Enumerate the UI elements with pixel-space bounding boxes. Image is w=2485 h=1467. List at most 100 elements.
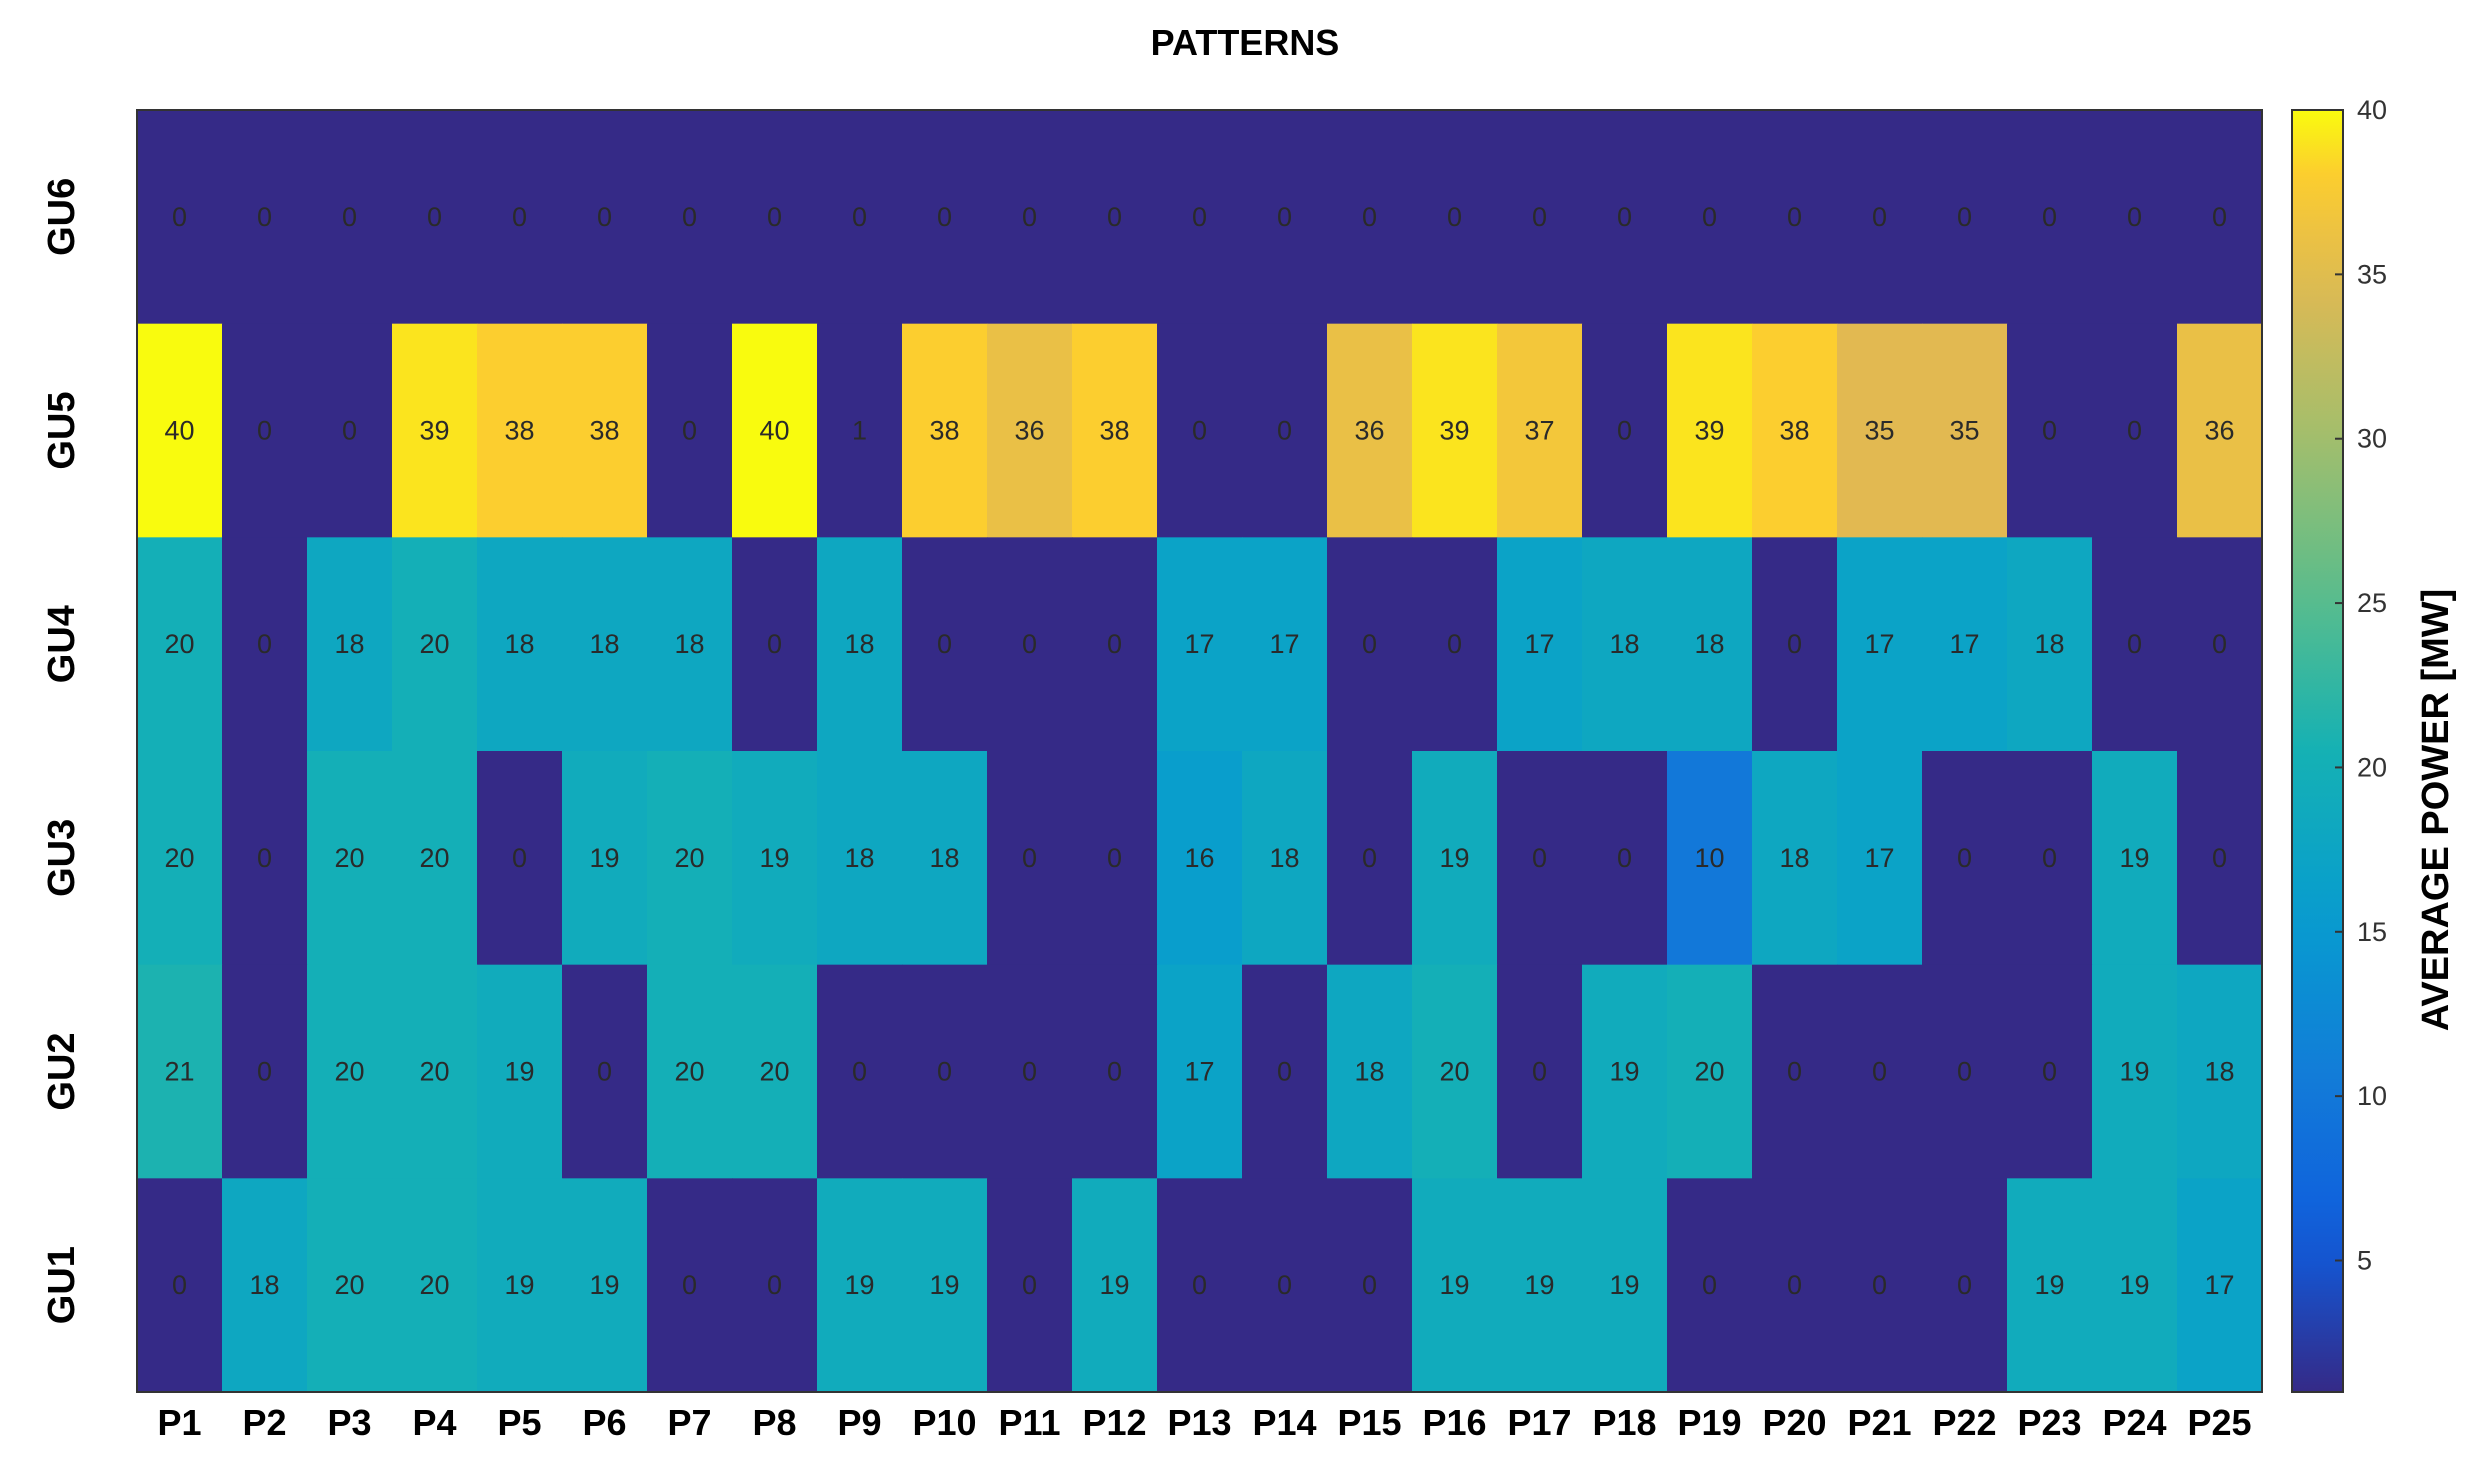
cell-value-label: 19: [1609, 1270, 1639, 1300]
heatmap-cell: [1922, 751, 2008, 966]
heatmap-cell: [477, 964, 563, 1179]
heatmap-cell: [1242, 110, 1328, 325]
heatmap-cell: [1072, 110, 1158, 325]
cell-value-label: 0: [1957, 1270, 1972, 1300]
heatmap-cell: [1922, 110, 2008, 325]
heatmap-cell: [1157, 537, 1243, 752]
heatmap-cell: [1072, 751, 1158, 966]
heatmap-cell: [1667, 110, 1753, 325]
cell-value-label: 0: [1957, 202, 1972, 232]
cell-value-label: 0: [1617, 416, 1632, 446]
heatmap-cell: [1667, 323, 1753, 538]
heatmap-cell: [1752, 1178, 1838, 1393]
heatmap-cell: [1242, 323, 1328, 538]
cell-value-label: 20: [164, 843, 194, 873]
heatmap-cell: [2092, 964, 2178, 1179]
cell-value-label: 0: [1022, 202, 1037, 232]
cell-value-label: 0: [257, 416, 272, 446]
heatmap-cell: [732, 537, 818, 752]
heatmap-cell: [987, 964, 1073, 1179]
heatmap-cell: [1072, 537, 1158, 752]
cell-value-label: 39: [1439, 416, 1469, 446]
cell-value-label: 0: [937, 1057, 952, 1087]
cell-value-label: 0: [937, 202, 952, 232]
cell-value-label: 0: [1787, 202, 1802, 232]
cell-value-label: 19: [1439, 843, 1469, 873]
cell-value-label: 17: [1269, 629, 1299, 659]
cell-value-label: 19: [2034, 1270, 2064, 1300]
heatmap-cell: [222, 110, 308, 325]
heatmap-cell: [1667, 964, 1753, 1179]
heatmap-cell: [647, 323, 733, 538]
heatmap-cell: [307, 964, 393, 1179]
cell-value-label: 0: [342, 416, 357, 446]
heatmap-cell: [392, 110, 478, 325]
x-tick-label: P6: [582, 1402, 626, 1443]
heatmap-cell: [1412, 1178, 1498, 1393]
heatmap-cell: [1327, 964, 1413, 1179]
cell-value-label: 0: [1787, 1270, 1802, 1300]
cell-value-label: 17: [1524, 629, 1554, 659]
heatmap-cell: [222, 537, 308, 752]
heatmap-cell: [137, 1178, 223, 1393]
cell-value-label: 0: [1872, 1057, 1887, 1087]
x-tick-label: P13: [1167, 1402, 1231, 1443]
cell-value-label: 0: [2127, 629, 2142, 659]
colorbar-tick-label: 25: [2357, 588, 2387, 618]
cell-value-label: 17: [2204, 1270, 2234, 1300]
cell-value-label: 0: [1362, 629, 1377, 659]
cell-value-label: 0: [1532, 843, 1547, 873]
heatmap-cell: [137, 537, 223, 752]
cell-value-label: 17: [1184, 1057, 1214, 1087]
heatmap-cell: [307, 110, 393, 325]
cell-value-label: 18: [1609, 629, 1639, 659]
heatmap-cell: [1412, 537, 1498, 752]
x-tick-label: P17: [1507, 1402, 1571, 1443]
heatmap-cell: [1327, 751, 1413, 966]
heatmap-cell: [2092, 110, 2178, 325]
heatmap-cell: [2007, 110, 2093, 325]
heatmap-cell: [1837, 751, 1923, 966]
heatmap-cell: [1157, 964, 1243, 1179]
heatmap-cell: [137, 751, 223, 966]
cell-value-label: 39: [1694, 416, 1724, 446]
heatmap-cell: [2092, 1178, 2178, 1393]
heatmap-cell: [902, 964, 988, 1179]
heatmap-cell: [1752, 964, 1838, 1179]
heatmap-cell: [477, 110, 563, 325]
x-tick-label: P9: [837, 1402, 881, 1443]
cell-value-label: 19: [2119, 1270, 2149, 1300]
heatmap-cell: [1242, 751, 1328, 966]
cell-value-label: 0: [2127, 202, 2142, 232]
heatmap-cell: [392, 1178, 478, 1393]
cell-value-label: 19: [929, 1270, 959, 1300]
cell-value-label: 18: [1354, 1057, 1384, 1087]
cell-value-label: 20: [419, 629, 449, 659]
heatmap-cell: [137, 964, 223, 1179]
cell-value-label: 18: [2204, 1057, 2234, 1087]
heatmap-cell: [902, 110, 988, 325]
heatmap-cell: [902, 323, 988, 538]
cell-value-label: 0: [512, 843, 527, 873]
heatmap-cell: [732, 751, 818, 966]
cell-value-label: 0: [1617, 843, 1632, 873]
cell-value-label: 19: [1524, 1270, 1554, 1300]
colorbar-tick-label: 5: [2357, 1246, 2372, 1276]
x-tick-label: P14: [1252, 1402, 1316, 1443]
colorbar: [2291, 109, 2344, 1393]
heatmap-cell: [817, 537, 903, 752]
cell-value-label: 0: [2212, 202, 2227, 232]
cell-value-label: 20: [759, 1057, 789, 1087]
heatmap-cell: [2007, 964, 2093, 1179]
cell-value-label: 18: [1779, 843, 1809, 873]
heatmap-cell: [477, 323, 563, 538]
cell-value-label: 0: [1277, 1270, 1292, 1300]
heatmap-cell: [1242, 537, 1328, 752]
x-tick-label: P16: [1422, 1402, 1486, 1443]
heatmap-cell: [2177, 751, 2263, 966]
heatmap-cell: [1157, 110, 1243, 325]
heatmap-cell: [1922, 1178, 2008, 1393]
cell-value-label: 0: [1617, 202, 1632, 232]
cell-value-label: 0: [2127, 416, 2142, 446]
heatmap-cell: [2177, 1178, 2263, 1393]
